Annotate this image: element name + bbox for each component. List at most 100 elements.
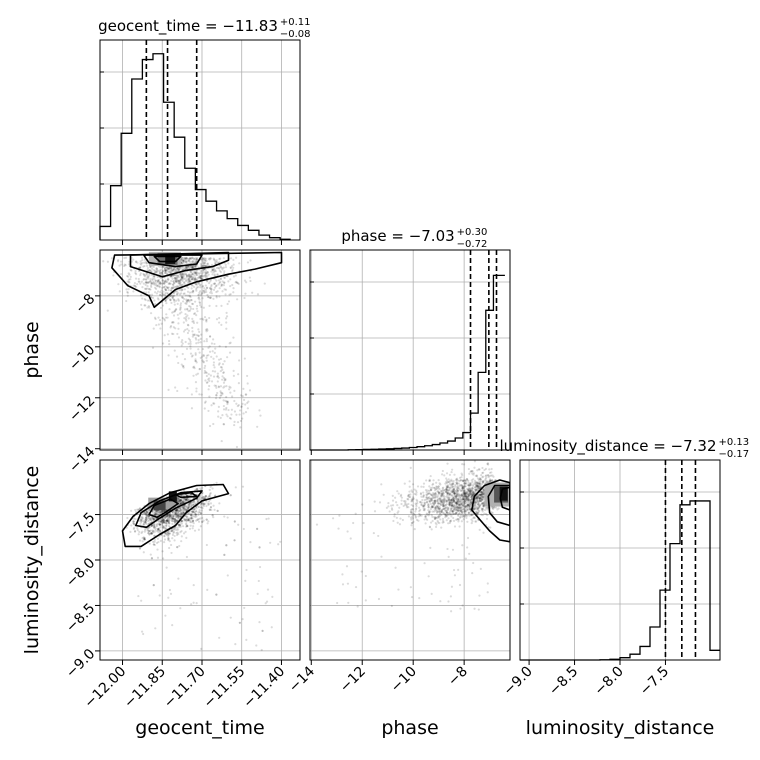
scatter-point	[452, 499, 455, 502]
scatter-point	[482, 489, 485, 492]
scatter-point	[256, 527, 259, 530]
scatter-point	[224, 293, 227, 296]
scatter-point	[147, 530, 151, 533]
scatter-point	[194, 336, 197, 340]
scatter-point	[481, 466, 484, 470]
scatter-point	[155, 267, 158, 270]
scatter-point	[208, 492, 212, 496]
scatter-point	[168, 513, 172, 516]
scatter-point	[182, 266, 185, 269]
scatter-point	[202, 361, 205, 364]
scatter-point	[165, 514, 168, 517]
scatter-point	[202, 353, 205, 357]
scatter-point	[453, 494, 456, 498]
scatter-point	[248, 498, 251, 502]
scatter-point	[206, 329, 209, 332]
density-cell	[153, 500, 166, 511]
scatter-point	[205, 270, 208, 273]
scatter-point	[458, 500, 462, 503]
scatter-point	[137, 508, 140, 511]
scatter-point	[466, 504, 469, 507]
scatter-point	[117, 258, 120, 262]
scatter-point	[237, 373, 240, 376]
scatter-point	[141, 530, 144, 533]
scatter-point	[171, 269, 174, 272]
scatter-point	[207, 500, 211, 503]
scatter-point	[450, 585, 454, 588]
scatter-point	[184, 260, 187, 263]
scatter-point	[176, 279, 179, 282]
scatter-point	[174, 308, 177, 311]
scatter-point	[202, 306, 205, 309]
scatter-point	[421, 498, 424, 502]
scatter-point	[142, 536, 145, 539]
scatter-point	[170, 268, 173, 272]
scatter-point	[171, 297, 175, 300]
scatter-point	[475, 520, 478, 523]
scatter-point	[127, 280, 130, 283]
scatter-point	[428, 499, 431, 503]
scatter-point	[475, 500, 479, 503]
scatter-point	[475, 497, 479, 500]
x-axis-label-phase: phase	[381, 717, 438, 739]
scatter-point	[190, 503, 193, 506]
scatter-point	[360, 570, 363, 573]
scatter-point	[172, 527, 175, 531]
scatter-point	[398, 506, 401, 509]
scatter-point	[173, 518, 176, 521]
scatter-point	[480, 483, 483, 486]
scatter-point	[207, 273, 210, 276]
scatter-point	[145, 264, 149, 267]
scatter-point	[458, 512, 461, 515]
scatter-point	[144, 520, 147, 524]
scatter-point	[160, 520, 163, 523]
scatter-point	[173, 517, 176, 521]
scatter-point	[478, 497, 481, 500]
scatter-point	[183, 498, 186, 501]
scatter-point	[438, 512, 441, 515]
scatter-point	[185, 497, 188, 500]
scatter-point	[440, 494, 443, 497]
scatter-point	[170, 551, 173, 555]
scatter-point	[458, 476, 462, 479]
scatter-point	[184, 258, 187, 261]
scatter-point	[172, 267, 175, 270]
scatter-point	[420, 514, 423, 517]
scatter-point	[175, 513, 179, 517]
scatter-point	[432, 503, 436, 506]
scatter-point	[139, 517, 142, 520]
scatter-point	[232, 287, 235, 290]
scatter-point	[210, 283, 213, 287]
scatter-point	[184, 266, 187, 269]
scatter-point	[171, 522, 174, 525]
scatter-point	[194, 513, 197, 516]
scatter-point	[148, 269, 152, 272]
scatter-point	[458, 509, 462, 512]
scatter-point	[179, 499, 182, 502]
scatter-point	[443, 497, 446, 500]
scatter-point	[212, 504, 215, 507]
scatter-point	[190, 270, 193, 274]
scatter-point	[190, 257, 193, 261]
scatter-point	[445, 487, 448, 490]
scatter-point	[186, 506, 190, 510]
scatter-point	[448, 497, 451, 500]
scatter-point	[173, 277, 176, 280]
scatter-point	[154, 517, 157, 520]
scatter-point	[158, 318, 162, 322]
scatter-point	[377, 534, 380, 538]
scatter-point	[216, 509, 219, 513]
scatter-point	[446, 485, 450, 488]
scatter-point	[477, 482, 480, 485]
scatter-point	[236, 404, 239, 408]
scatter-point	[193, 367, 196, 370]
scatter-point	[238, 262, 241, 265]
scatter-point	[197, 328, 200, 331]
scatter-point	[481, 493, 484, 496]
scatter-point	[468, 472, 471, 475]
scatter-point	[463, 482, 466, 485]
scatter-point	[161, 293, 165, 296]
scatter-point	[220, 284, 223, 288]
scatter-point	[157, 529, 160, 532]
scatter-point	[192, 366, 195, 369]
